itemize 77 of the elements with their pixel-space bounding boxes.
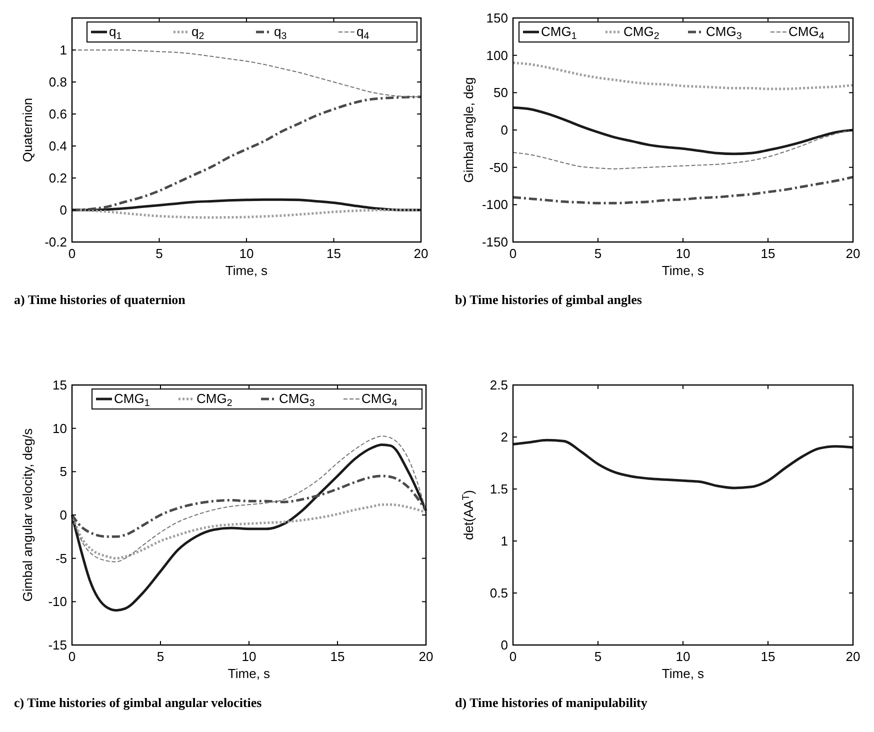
y-tick-label: 0 — [500, 638, 508, 652]
legend-label: q$_{4}$ — [356, 24, 370, 42]
x-tick-label: 10 — [676, 649, 690, 664]
legend-label: CMG$_{2}$ — [196, 391, 232, 409]
legend-label: CMG$_{3}$ — [706, 24, 742, 42]
y-tick-label: -150 — [482, 234, 508, 250]
x-tick-label: 5 — [594, 649, 602, 664]
x-tick-label: 15 — [760, 649, 776, 664]
y-tick-label: 1 — [60, 42, 67, 58]
y-tick-label: 10 — [52, 420, 67, 436]
x-tick-label: 15 — [760, 246, 776, 261]
y-tick-label: 100 — [486, 48, 508, 63]
y-tick-label: 1.5 — [490, 482, 508, 496]
text: c) Time histories of gimbal angular velocities — [14, 695, 262, 710]
line-series — [512, 438, 854, 490]
x-tick-label: 5 — [156, 246, 163, 261]
x-axis-title: Time, s — [228, 666, 271, 681]
text: b) Time histories of gimbal angles — [455, 292, 642, 307]
x-tick-label: 20 — [846, 649, 860, 664]
y-tick-label: 0.2 — [48, 170, 67, 186]
line-series — [512, 106, 854, 156]
y-axis-title: Gimbal angle, deg — [461, 77, 476, 183]
y-tick-label: 0.5 — [490, 586, 508, 600]
legend-label: CMG$_{4}$ — [788, 24, 825, 42]
x-tick-label: 10 — [676, 246, 690, 261]
y-tick-label: -100 — [482, 197, 508, 212]
x-tick-label: 10 — [239, 246, 254, 261]
legend-label: CMG$_{1}$ — [114, 391, 150, 409]
x-tick-label: 15 — [326, 246, 341, 261]
x-tick-label: 20 — [846, 246, 860, 261]
y-axis-title: Quaternion — [20, 98, 35, 162]
line-series — [70, 96, 422, 212]
line-series — [70, 503, 428, 560]
x-tick-label: 5 — [156, 649, 164, 664]
text: d) Time histories of manipulability — [455, 695, 648, 710]
y-tick-label: 5 — [60, 464, 67, 480]
x-tick-label: 10 — [242, 649, 256, 664]
y-tick-label: 0.8 — [48, 74, 67, 90]
line-series — [70, 474, 428, 538]
legend-label: q$_{1}$ — [109, 24, 122, 42]
y-tick-label: -10 — [48, 594, 67, 610]
x-tick-label: 15 — [330, 649, 345, 664]
y-tick-label: 150 — [486, 10, 508, 26]
y-tick-label: 0 — [60, 508, 67, 522]
y-tick-label: 2.5 — [490, 378, 508, 392]
y-tick-label: 0 — [60, 202, 67, 218]
y-tick-label: 2 — [500, 430, 508, 444]
line-series — [512, 176, 854, 204]
x-axis-title: Time, s — [225, 263, 268, 278]
line-series — [512, 62, 854, 90]
legend-label: q$_{3}$ — [274, 24, 287, 42]
y-tick-label: 1 — [500, 534, 508, 548]
text: a) Time histories of quaternion — [14, 292, 186, 307]
y-tick-label: -50 — [489, 160, 508, 175]
legend-label: CMG$_{2}$ — [624, 24, 660, 42]
line-series — [72, 436, 426, 562]
legend-label: q$_{2}$ — [192, 24, 204, 42]
y-axis-title: Gimbal angular velocity, deg/s — [20, 428, 35, 602]
line-series — [70, 208, 422, 219]
legend-label: CMG$_{1}$ — [541, 24, 577, 42]
x-tick-label: 20 — [418, 649, 434, 664]
y-tick-label: 15 — [52, 378, 67, 392]
y-tick-label: -15 — [48, 638, 67, 652]
x-axis-title: Time, s — [662, 263, 705, 278]
y-tick-label: 50 — [494, 85, 508, 100]
legend-label: CMG$_{3}$ — [279, 391, 315, 409]
y-tick-label: -5 — [55, 550, 67, 566]
y-tick-label: 0.4 — [48, 138, 67, 154]
x-tick-label: 5 — [594, 246, 602, 261]
y-tick-label: 0 — [500, 122, 508, 138]
y-tick-label: -0.2 — [44, 234, 67, 250]
y-tick-label: 0.6 — [48, 106, 67, 122]
x-axis-title: Time, s — [662, 666, 705, 681]
line-series — [512, 128, 854, 170]
legend-label: CMG$_{4}$ — [362, 391, 398, 409]
line-series — [70, 444, 428, 612]
x-tick-label: 20 — [414, 246, 428, 261]
